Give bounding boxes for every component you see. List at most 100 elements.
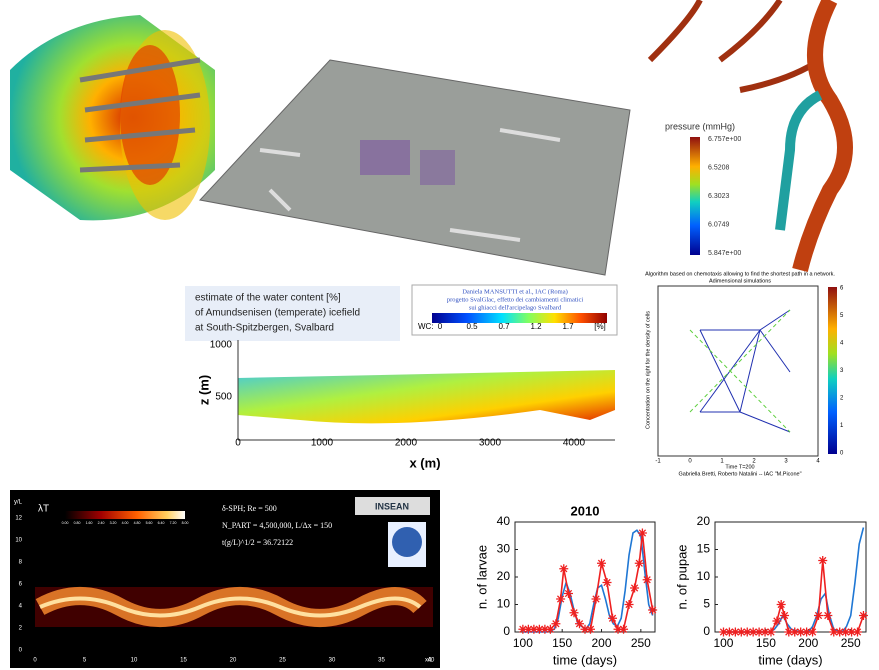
colorbar-label: 0.00 <box>62 521 69 525</box>
x-tick-label: 150 <box>552 636 572 650</box>
y-tick-label: 10 <box>15 538 22 544</box>
credit: progetto SvalGlac, effetto dei cambiamen… <box>447 296 584 303</box>
info: N_PART = 4,500,000, L/Δx = 150 <box>222 521 332 530</box>
star-marker <box>597 559 606 568</box>
y-axis-label: z (m) <box>196 375 211 405</box>
colorbar-label: 4 <box>840 341 844 347</box>
x-tick-label: 40 <box>428 658 435 664</box>
vessel-image <box>650 0 845 270</box>
legend-label: 1.7 <box>562 322 574 331</box>
x-tick-label: 150 <box>756 636 776 650</box>
x-tick-label: 0 <box>688 459 692 465</box>
x-axis-label: time (days) <box>553 652 617 667</box>
plot-frame <box>715 522 866 632</box>
legend-name: WC: <box>418 322 434 331</box>
colorbar-label: 2.40 <box>98 521 105 525</box>
star-marker <box>559 564 568 573</box>
legend-label: 1.2 <box>530 322 542 331</box>
star-marker <box>635 559 644 568</box>
legend-label: 0.5 <box>466 322 478 331</box>
x-tick-label: 250 <box>631 636 651 650</box>
time-label: Time T=200 <box>725 464 754 470</box>
chart-title: 2010 <box>571 503 600 518</box>
series-line <box>523 530 653 632</box>
colorbar-label: 6.5208 <box>708 164 730 171</box>
star-marker <box>630 584 639 593</box>
y-tick-label: 1000 <box>210 340 233 351</box>
x-tick-label: 100 <box>713 636 733 650</box>
x-axis-label: x (m) <box>409 455 440 470</box>
colorbar-label: 5.847e+00 <box>708 250 741 257</box>
x-tick-label: 35 <box>378 658 385 664</box>
colorbar-label: 0.80 <box>74 521 81 525</box>
y-tick-label: 0 <box>503 624 510 638</box>
star-marker <box>808 628 817 637</box>
y-tick-label: 15 <box>697 542 711 556</box>
x-tick-label: 0 <box>235 438 241 449</box>
x-tick-label: 3000 <box>479 438 502 449</box>
series-line <box>723 528 863 633</box>
colorbar-title: pressure (mmHg) <box>665 121 735 131</box>
colorbar-label: 6.3023 <box>708 193 730 200</box>
colorbar-label: 6.0749 <box>708 221 730 228</box>
colorbar-label: 5.60 <box>146 521 153 525</box>
credit: Gabriella Bretti, Roberto Natalini -- IA… <box>678 471 801 477</box>
title: Algorithm based on chemotaxis allowing t… <box>645 271 835 277</box>
city-image <box>200 60 630 275</box>
star-marker <box>638 529 647 538</box>
field-label: λT <box>38 504 49 515</box>
x-tick-label: 200 <box>592 636 612 650</box>
colorbar-label: 5 <box>840 313 844 319</box>
x-tick-label: 250 <box>841 636 861 650</box>
x-tick-label: 4000 <box>563 438 586 449</box>
x-tick-label: 1 <box>720 459 724 465</box>
title: Adimensional simulations <box>709 278 771 284</box>
star-marker <box>648 606 657 615</box>
info: δ-SPH; Re = 500 <box>222 504 277 513</box>
y-axis-label: n. of larvae <box>474 545 489 609</box>
legend-label: 0 <box>438 322 443 331</box>
star-marker <box>619 625 628 634</box>
logo: INSEAN <box>375 501 409 511</box>
star-marker <box>643 575 652 584</box>
star-marker <box>551 619 560 628</box>
caption: at South-Spitzbergen, Svalbard <box>195 323 334 334</box>
x-tick-label: 10 <box>131 658 138 664</box>
x-axis-label: time (days) <box>758 652 822 667</box>
star-marker <box>766 628 775 637</box>
star-marker <box>772 617 781 626</box>
series-line <box>723 561 863 633</box>
y-tick-label: 5 <box>703 597 710 611</box>
star-marker <box>564 589 573 598</box>
star-marker <box>556 595 565 604</box>
legend-label: 0.7 <box>498 322 510 331</box>
y-tick-label: 10 <box>697 569 711 583</box>
caption: estimate of the water content [%] <box>195 293 341 304</box>
x-tick-label: 20 <box>230 658 237 664</box>
x-tick-label: 200 <box>798 636 818 650</box>
star-marker <box>608 614 617 623</box>
x-tick-label: 30 <box>329 658 336 664</box>
stent-image <box>10 15 215 220</box>
colorbar-label: 3 <box>840 368 844 374</box>
y-tick-label: 10 <box>497 597 511 611</box>
colorbar-label: 0 <box>840 451 844 457</box>
star-marker <box>625 600 634 609</box>
y-tick-label: 40 <box>497 514 511 528</box>
y-axis-label: y/L <box>14 500 23 506</box>
y-tick-label: 12 <box>15 516 22 522</box>
star-marker <box>603 578 612 587</box>
x-tick-label: 2000 <box>395 438 418 449</box>
x-tick-label: 4 <box>816 459 820 465</box>
y-axis-label: Concentration on the right for the densi… <box>645 311 651 429</box>
star-marker <box>859 611 868 620</box>
y-tick-label: 30 <box>497 542 511 556</box>
x-tick-label: 3 <box>784 459 788 465</box>
y-axis-label: n. of pupae <box>674 544 689 609</box>
star-marker <box>814 611 823 620</box>
x-tick-label: 25 <box>279 658 286 664</box>
star-marker <box>592 595 601 604</box>
colorbar-label: 6.40 <box>158 521 165 525</box>
x-tick-label: 100 <box>513 636 533 650</box>
colorbar-label: 8.00 <box>182 521 189 525</box>
